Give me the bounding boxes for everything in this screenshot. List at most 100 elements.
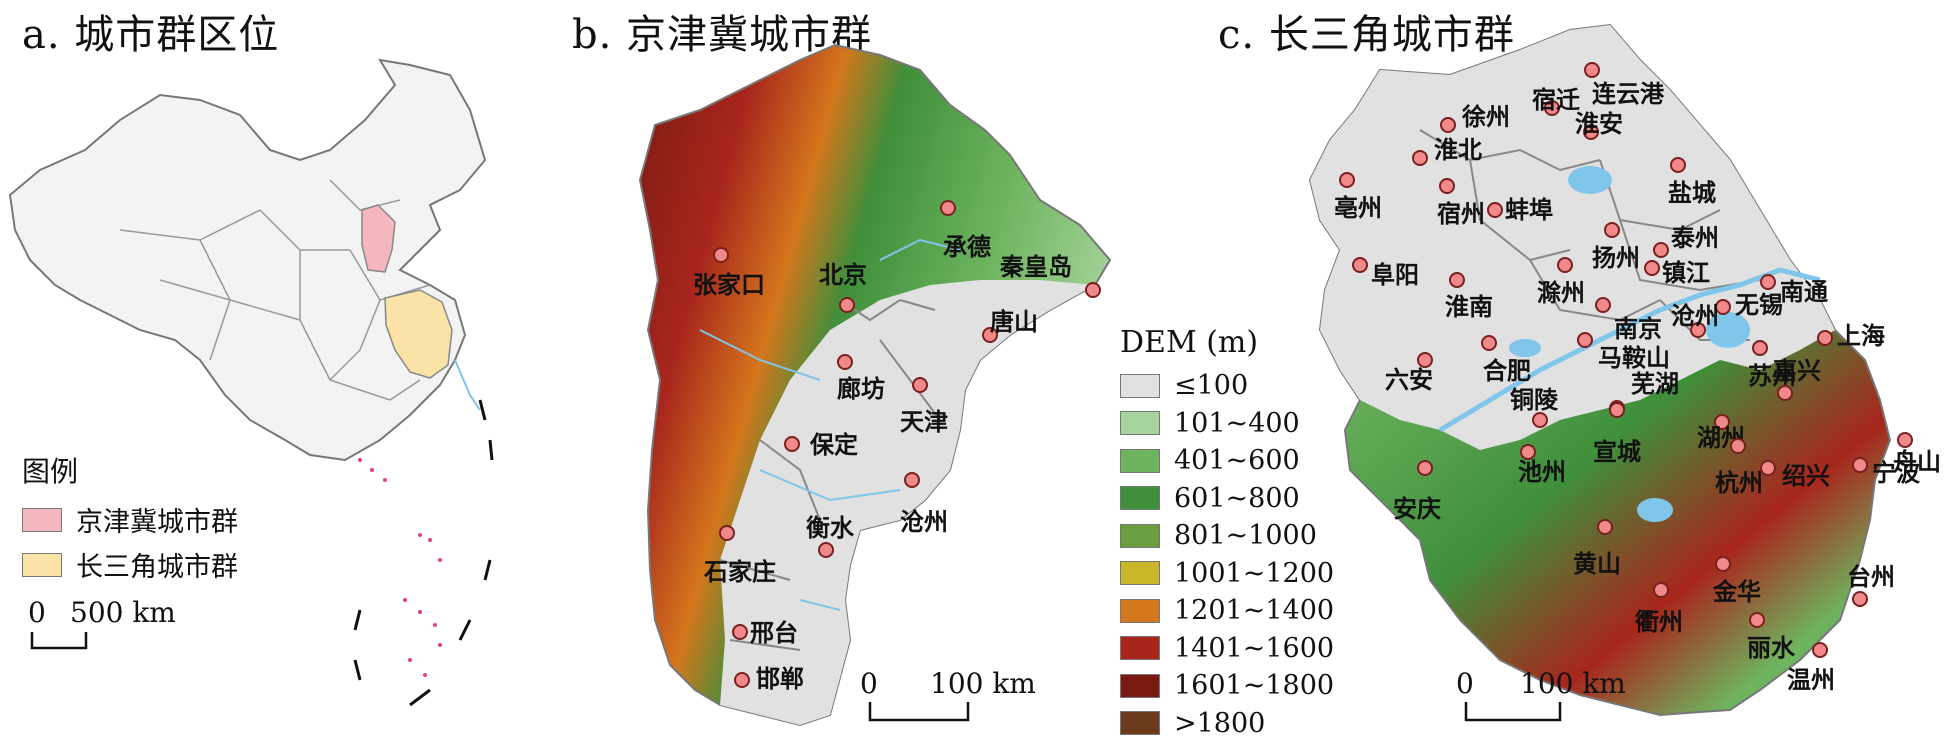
yrd-city-label: 徐州 [1461,103,1510,131]
scale-c-zero: 0 [1456,667,1474,700]
jingjinji-city-label: 廊坊 [837,375,885,403]
jingjinji-city-marker [818,542,834,558]
jingjinji-city-marker [940,200,956,216]
dem-legend-swatch [1120,523,1160,548]
yrd-city-label: 合肥 [1483,357,1531,385]
yrd-city-label: 沧州 [1671,302,1719,330]
jingjinji-city-label: 承德 [943,233,991,261]
dem-legend-swatch [1120,598,1160,623]
south-china-sea-islands [358,458,442,677]
jingjinji-city-label: 邯郸 [756,665,804,693]
yrd-city-marker [1653,242,1669,258]
jingjinji-city-label: 张家口 [693,271,765,299]
yrd-city-label: 铜陵 [1510,386,1559,414]
yrd-city-marker [1715,556,1731,572]
dem-legend-item: 1601~1800 [1120,670,1334,701]
yrd-city-marker [1557,257,1573,273]
dem-legend-label: ≤100 [1174,370,1249,401]
dem-legend-label: 401~600 [1174,445,1300,476]
dem-legend-item: 101~400 [1120,408,1300,439]
dem-legend-item: 1201~1400 [1120,595,1334,626]
yrd-city-label: 安庆 [1393,495,1441,523]
qiandao-lake [1637,498,1673,522]
dem-legend-swatch [1120,486,1160,510]
yrd-city-marker [1544,100,1560,116]
dem-legend-label: 1201~1400 [1174,595,1335,626]
hebei-boundaries [719,299,941,651]
yrd-city-label: 马鞍山 [1598,344,1670,372]
jingjinji-city-marker [839,297,855,313]
yrd-city-marker [1749,612,1765,628]
yrd-city-label: 宿迁 [1532,86,1580,114]
jingjinji-city-label: 保定 [809,431,858,459]
jingjinji-city-marker [982,327,998,343]
yrd-city-label: 淮南 [1445,293,1493,321]
yrd-city-label: 杭州 [1715,469,1763,497]
scale-a-zero: 0 [28,596,46,629]
scale-c-label: 100 km [1520,667,1626,700]
yrd-city-marker [1595,297,1611,313]
dem-legend-label: 1401~1600 [1174,632,1335,664]
yrd-city-marker [1897,432,1913,448]
yrd-city-marker [1609,402,1625,418]
yrd-city-label: 蚌埠 [1505,196,1553,224]
dem-legend-label: >1800 [1174,707,1266,739]
taihu-lake [1706,312,1750,348]
yrd-city-marker [1412,150,1428,166]
dem-legend-swatch [1120,448,1160,473]
legend-a-item-jingjinji: 京津冀城市群 [22,500,238,539]
dem-legend-item: 601~800 [1120,483,1300,514]
yrd-city-label: 绍兴 [1782,462,1830,490]
jingjinji-city-marker [734,672,750,688]
legend-a-title: 图例 [22,455,79,488]
yrd-city-marker [1352,257,1368,273]
yrd-city-marker [1604,222,1620,238]
yrd-city-label: 六安 [1385,366,1433,394]
coastal-waters [454,359,481,411]
yrd-city-label: 衢州 [1635,608,1683,636]
nine-dash-line [353,399,494,707]
jingjinji-city-marker [719,525,735,541]
yrd-city-label: 镇江 [1662,259,1710,287]
yrd-city-marker [1760,460,1776,476]
yrd-city-label: 台州 [1847,563,1895,591]
yrd-city-label: 宁波 [1872,459,1921,487]
yrd-city-marker [1440,117,1456,133]
jingjinji-city-label: 邢台 [750,619,798,647]
yrd-city-marker [1730,438,1746,454]
dem-legend-label: 101~400 [1174,407,1300,439]
yrd-city-marker [1812,642,1828,658]
dem-legend-swatch [1120,411,1160,435]
yrd-city-label: 阜阳 [1371,261,1419,289]
dem-legend-swatch [1120,373,1160,398]
yrd-city-marker [1752,340,1768,356]
yrd-city-marker [1597,519,1613,535]
dem-legend-swatch [1120,636,1160,660]
yrd-city-label: 嘉兴 [1773,357,1821,385]
yrd-city-label: 苏州 [1748,362,1796,390]
dem-legend-item: 401~600 [1120,445,1300,476]
jingjinji-map [638,43,1112,727]
yrd-boundaries [1419,129,1761,341]
scale-a-label: 500 km [70,596,176,629]
yrd-city-label: 金华 [1712,578,1761,606]
dem-legend-item: 1001~1200 [1120,558,1334,589]
yrd-city-label: 南京 [1614,315,1662,343]
yrd-city-label: 亳州 [1334,194,1382,222]
yrd-city-label: 舟山 [1893,448,1941,476]
scale-b-zero: 0 [860,667,878,700]
yrd-city-marker [1577,332,1593,348]
jingjinji-city-label: 沧州 [900,508,948,536]
jingjinji-city-label: 北京 [819,261,867,289]
yrd-city-label: 宣城 [1593,438,1641,466]
scale-b-label: 100 km [930,667,1036,700]
yrd-city-marker [1417,460,1433,476]
yrd-city-marker [1760,274,1776,290]
legend-a-item-yrd: 长三角城市群 [22,545,238,584]
yrd-city-marker [1670,157,1686,173]
yrd-city-marker [1714,414,1730,430]
jingjinji-city-marker [837,354,853,370]
jingjinji-city-marker [1085,282,1101,298]
